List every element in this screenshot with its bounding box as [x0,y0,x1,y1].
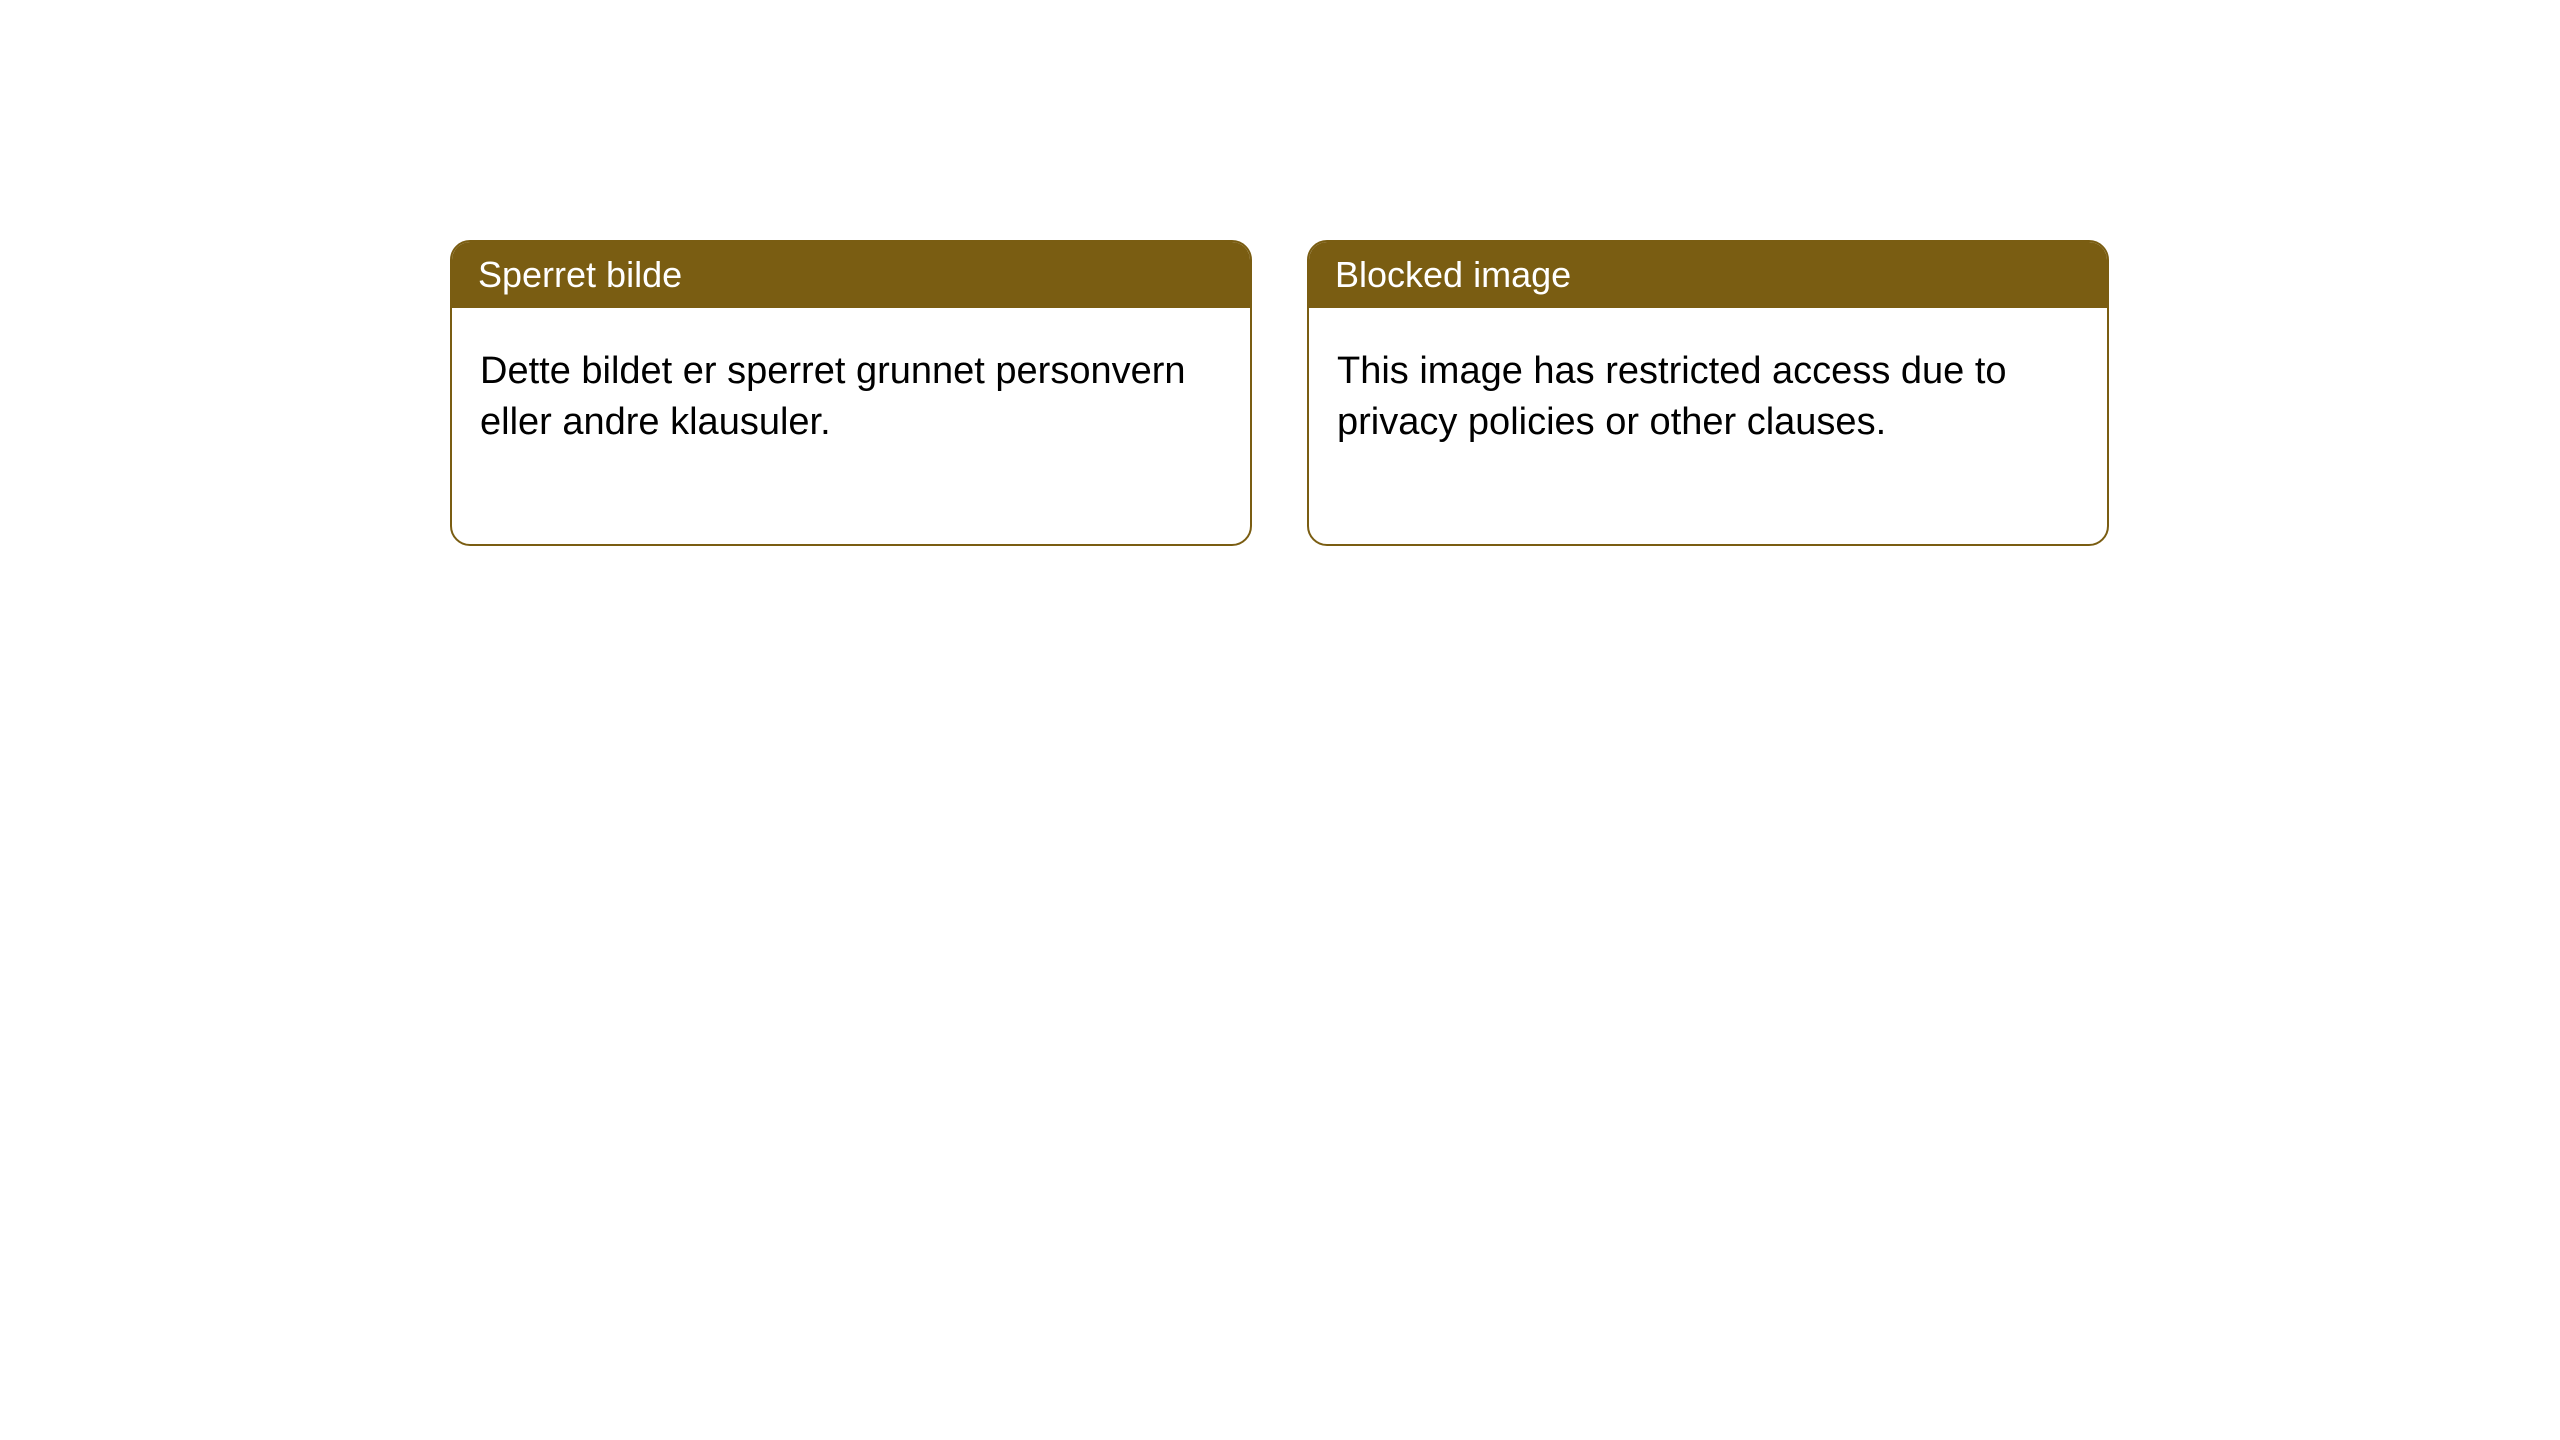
notice-title-english: Blocked image [1309,242,2107,308]
notice-body-english: This image has restricted access due to … [1309,308,2107,544]
notice-card-english: Blocked image This image has restricted … [1307,240,2109,546]
notice-body-norwegian: Dette bildet er sperret grunnet personve… [452,308,1250,544]
notice-title-norwegian: Sperret bilde [452,242,1250,308]
notice-container: Sperret bilde Dette bildet er sperret gr… [450,240,2109,546]
notice-card-norwegian: Sperret bilde Dette bildet er sperret gr… [450,240,1252,546]
